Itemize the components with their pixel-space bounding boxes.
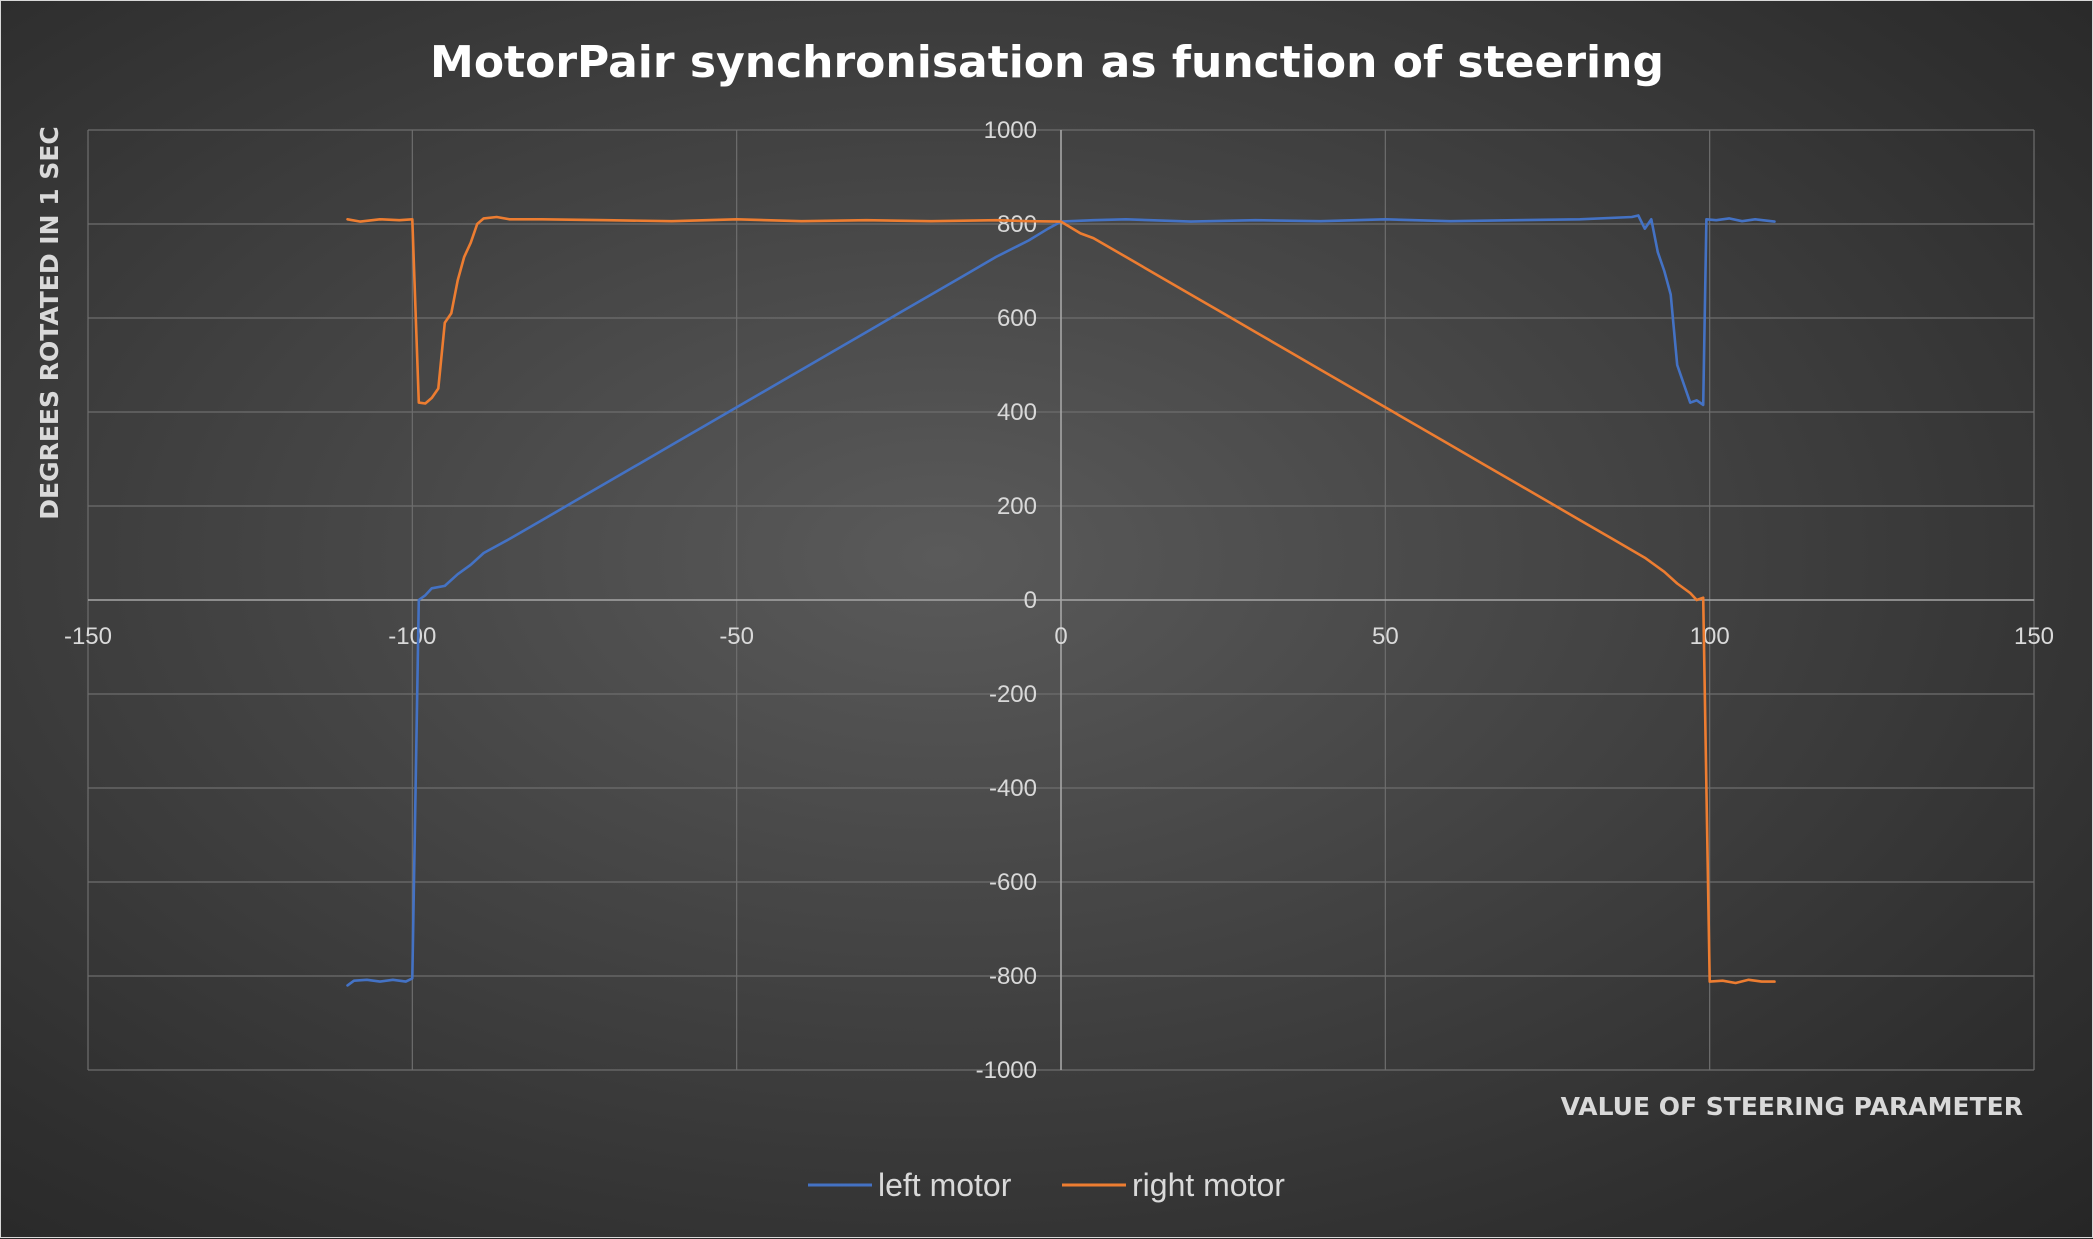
axes — [88, 130, 2034, 1070]
x-tick-label: 0 — [1054, 623, 1067, 650]
y-axis-title: DEGREES ROTATED IN 1 SEC — [35, 126, 64, 520]
x-axis-title: VALUE OF STEERING PARAMETER — [1561, 1092, 2023, 1121]
x-tick-label: 100 — [1690, 623, 1730, 650]
y-tick-label: -200 — [989, 681, 1037, 708]
x-tick-label: 150 — [2014, 623, 2054, 650]
y-tick-label: 0 — [1024, 587, 1037, 614]
y-tick-label: 600 — [997, 305, 1037, 332]
legend-label: right motor — [1132, 1167, 1285, 1203]
y-tick-label: -800 — [989, 963, 1037, 990]
x-tick-label: -50 — [719, 623, 754, 650]
chart-title: MotorPair synchronisation as function of… — [430, 37, 1664, 88]
legend-label: left motor — [878, 1167, 1012, 1203]
y-tick-label: 800 — [997, 211, 1037, 238]
tick-labels: -150 -100 -50 0 50 100 150 -1000 -800 -600 -400 -20… — [64, 117, 2054, 1084]
y-tick-label: -1000 — [976, 1057, 1037, 1084]
y-tick-label: -600 — [989, 869, 1037, 896]
x-tick-label: 50 — [1372, 623, 1399, 650]
series-line-right-motor — [346, 215, 1776, 985]
y-tick-label: 200 — [997, 493, 1037, 520]
x-tick-label: -150 — [64, 623, 112, 650]
y-tick-label: -400 — [989, 775, 1037, 802]
series-line-left-motor — [346, 214, 1776, 987]
x-tick-label: -100 — [388, 623, 436, 650]
y-tick-label: 400 — [997, 399, 1037, 426]
legend: left motor right motor — [808, 1167, 1285, 1203]
series-lines — [346, 214, 1776, 987]
y-tick-label: 1000 — [984, 117, 1037, 144]
